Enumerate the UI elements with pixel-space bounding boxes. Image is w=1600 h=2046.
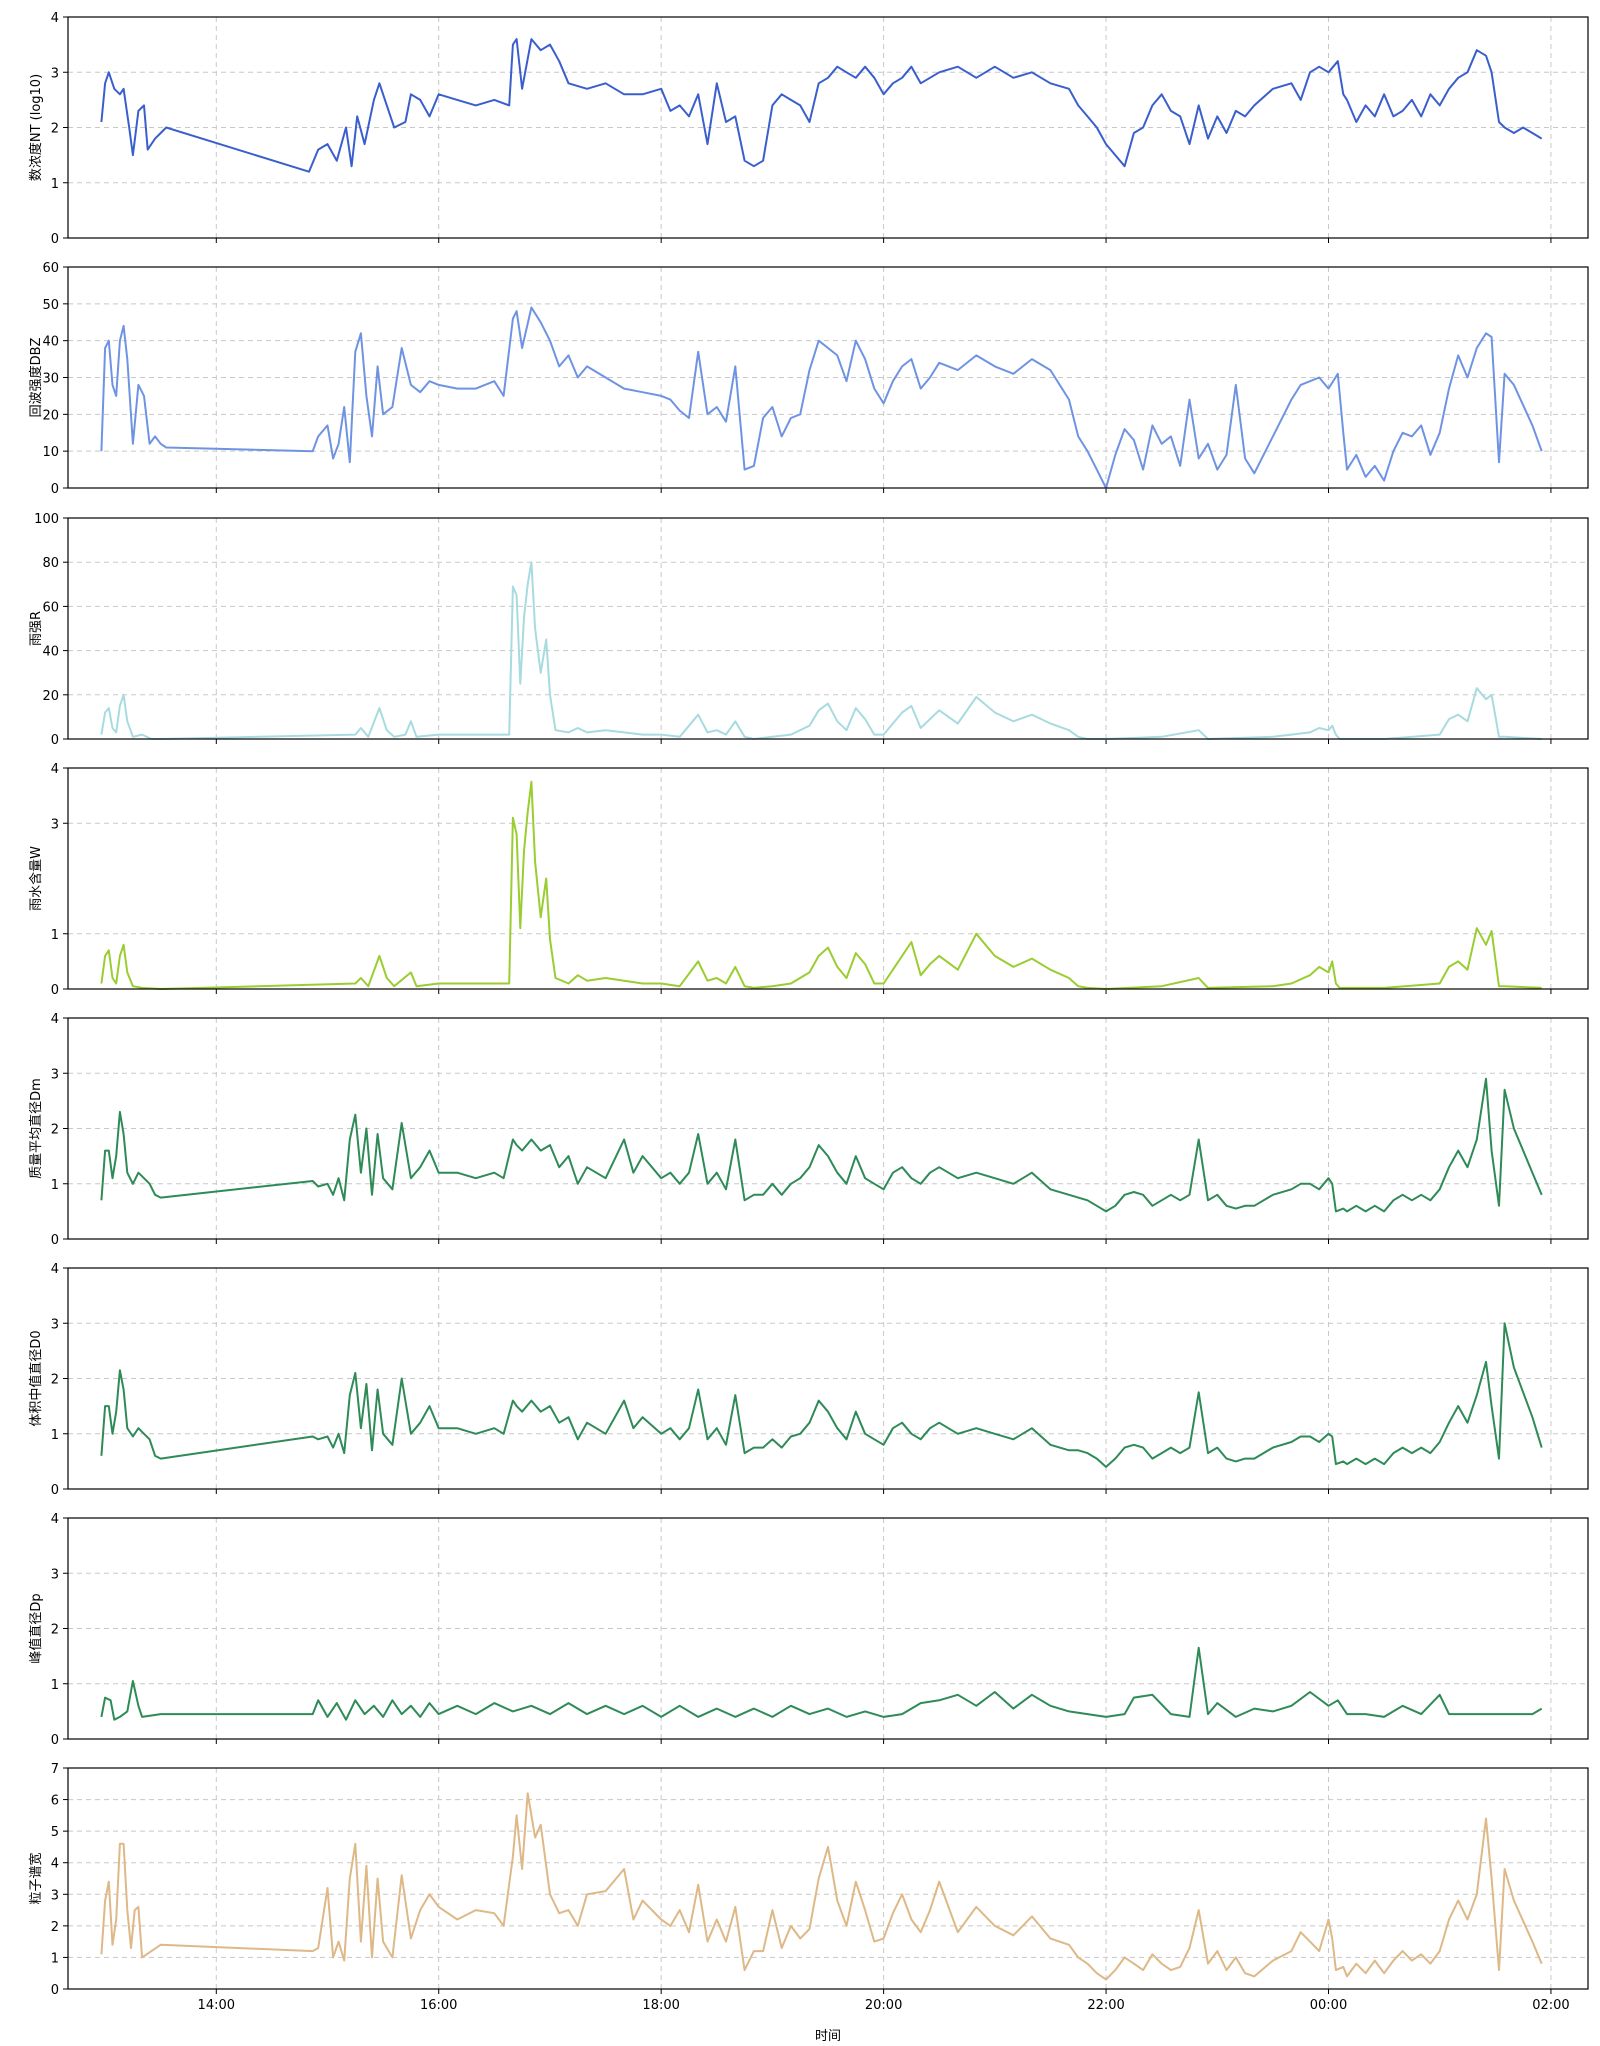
axes-frame	[67, 1767, 1589, 1990]
y-tick-label: 0	[51, 482, 59, 497]
panel-4: 0 1 3 4 雨水含量W	[28, 762, 1589, 998]
x-tick-label: 20:00	[865, 1998, 902, 2013]
y-tick-label: 3	[51, 1067, 59, 1082]
y-tick-label: 1	[51, 1678, 59, 1693]
x-axis-label: 时间	[815, 2029, 841, 2044]
x-tick-label: 02:00	[1532, 1998, 1569, 2013]
y-tick-label: 1	[51, 1428, 59, 1443]
panel-1: 0 1 2 3 4 数浓度NT (log10)	[28, 11, 1589, 247]
y-tick-label: 30	[42, 372, 59, 387]
axes-frame	[67, 517, 1589, 740]
y-tick-label: 2	[51, 1373, 59, 1388]
series-line	[100, 306, 1543, 489]
axes-frame	[67, 1517, 1589, 1740]
axes-frame	[67, 266, 1589, 489]
y-tick-label: 4	[51, 1012, 59, 1027]
y-tick-label: 20	[42, 408, 59, 423]
y-axis-label: 峰值直径Dp	[28, 1593, 44, 1663]
y-tick-label: 0	[51, 1233, 59, 1248]
axes-frame	[67, 1267, 1589, 1490]
y-axis-label: 雨水含量W	[28, 846, 44, 911]
series-line	[100, 38, 1543, 173]
x-tick-label: 14:00	[198, 1998, 235, 2013]
axes-frame	[67, 767, 1589, 990]
y-tick-label: 4	[51, 11, 59, 26]
series-line	[100, 1646, 1543, 1721]
y-tick-label: 60	[42, 261, 59, 276]
panel-8: 14:00 16:00 18:00 20:00 22:00 00:00 02:00 0 1 2 3 4…	[28, 1762, 1589, 2013]
y-tick-label: 50	[42, 298, 59, 313]
y-tick-label: 3	[51, 1317, 59, 1332]
y-tick-label: 4	[51, 1512, 59, 1527]
y-axis-label: 体积中值直径D0	[28, 1330, 44, 1426]
y-tick-label: 0	[51, 983, 59, 998]
y-tick-label: 1	[51, 1951, 59, 1966]
y-tick-label: 10	[42, 445, 59, 460]
y-axis-label: 雨强R	[29, 611, 44, 646]
panel-5: 0 1 2 3 4 质量平均直径Dm	[29, 1012, 1589, 1248]
y-axis-label: 粒子谱宽	[28, 1852, 44, 1904]
y-tick-label: 3	[51, 66, 59, 81]
panel-6: 0 1 2 3 4 体积中值直径D0	[28, 1262, 1589, 1498]
y-tick-label: 2	[51, 122, 59, 137]
y-tick-label: 4	[51, 1857, 59, 1872]
y-tick-label: 1	[51, 1178, 59, 1193]
y-tick-label: 4	[51, 762, 59, 777]
x-tick-label: 16:00	[420, 1998, 457, 2013]
x-tick-label: 00:00	[1310, 1998, 1347, 2013]
x-tick-label: 22:00	[1087, 1998, 1124, 2013]
y-tick-label: 1	[51, 177, 59, 192]
y-tick-label: 2	[51, 1920, 59, 1935]
y-tick-label: 40	[42, 335, 59, 350]
y-tick-label: 80	[42, 556, 59, 571]
y-axis-label: 数浓度NT (log10)	[28, 74, 44, 181]
axes-frame	[67, 16, 1589, 239]
y-tick-label: 2	[51, 1623, 59, 1638]
series-line	[100, 1077, 1543, 1213]
y-tick-label: 40	[42, 645, 59, 660]
y-tick-label: 3	[51, 1567, 59, 1582]
y-axis-label: 质量平均直径Dm	[29, 1078, 44, 1179]
y-tick-label: 2	[51, 1123, 59, 1138]
y-tick-label: 0	[51, 232, 59, 247]
y-tick-label: 3	[51, 1888, 59, 1903]
y-axis-label: 回波强度DBZ	[28, 337, 44, 417]
y-tick-label: 20	[42, 689, 59, 704]
y-tick-label: 0	[51, 1733, 59, 1748]
y-tick-label: 3	[51, 817, 59, 832]
y-tick-label: 0	[51, 1983, 59, 1998]
y-tick-label: 1	[51, 928, 59, 943]
y-tick-label: 4	[51, 1262, 59, 1277]
panel-2: 0 10 20 30 40 50 60 回波强度DBZ	[28, 261, 1589, 497]
y-tick-label: 60	[42, 600, 59, 615]
series-line	[100, 561, 1542, 740]
x-tick-label: 18:00	[642, 1998, 679, 2013]
axes-frame	[67, 1017, 1589, 1240]
series-line	[100, 1322, 1543, 1468]
y-tick-label: 100	[34, 512, 59, 527]
panel-3: 0 20 40 60 80 100 雨强R	[29, 512, 1589, 748]
y-tick-label: 0	[51, 733, 59, 748]
y-tick-label: 5	[51, 1825, 59, 1840]
series-line	[100, 1792, 1543, 1981]
series-line	[100, 780, 1542, 990]
y-tick-label: 0	[51, 1483, 59, 1498]
panel-7: 0 1 2 3 4 峰值直径Dp	[28, 1512, 1589, 1748]
y-tick-label: 6	[51, 1794, 59, 1809]
y-tick-label: 7	[51, 1762, 59, 1777]
